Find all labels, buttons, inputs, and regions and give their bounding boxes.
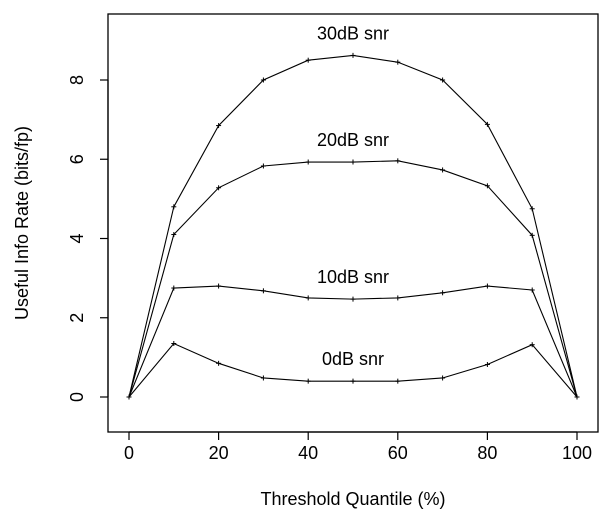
y-tick-label: 8 [67,75,87,85]
series-3: 0dB snr [126,341,580,400]
x-tick-label: 40 [298,443,318,463]
x-tick-label: 0 [124,443,134,463]
y-tick-label: 0 [67,392,87,402]
x-axis: 0 20 40 60 80 100 [124,431,592,463]
x-axis-label: Threshold Quantile (%) [260,489,445,509]
y-tick-label: 4 [67,233,87,243]
plot-frame [107,13,599,433]
series-2: 10dB snr [126,267,580,400]
series-layer: 30dB snr 20dB snr 10dB snr 0dB snr [126,23,580,400]
y-tick-label: 6 [67,154,87,164]
series-label: 20dB snr [317,130,389,150]
series-label: 0dB snr [322,349,384,369]
x-tick-label: 60 [388,443,408,463]
y-axis-label: Useful Info Rate (bits/fp) [12,126,32,320]
x-tick-label: 20 [209,443,229,463]
series-label: 30dB snr [317,23,389,43]
x-tick-label: 80 [477,443,497,463]
series-line [128,54,578,398]
y-tick-label: 2 [67,313,87,323]
y-axis: 0 2 4 6 8 [67,75,109,402]
series-0: 30dB snr [126,23,580,400]
series-label: 10dB snr [317,267,389,287]
x-tick-label: 100 [562,443,592,463]
